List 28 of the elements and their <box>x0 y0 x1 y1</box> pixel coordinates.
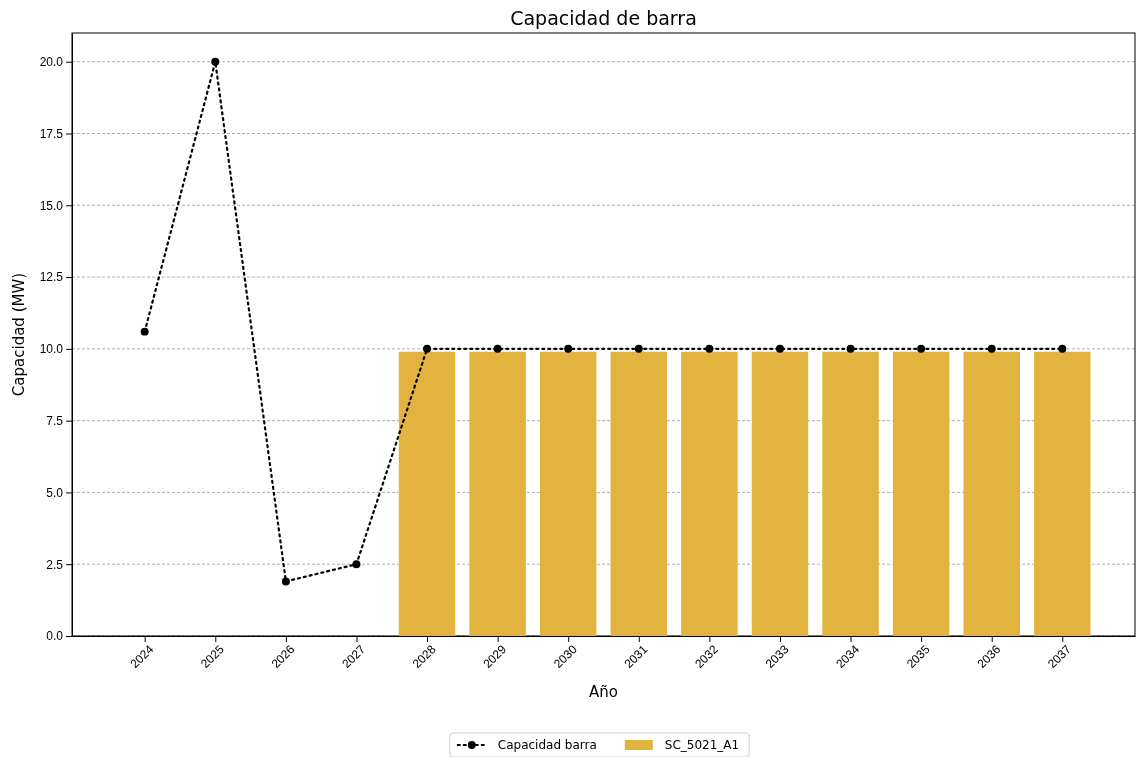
point <box>423 344 432 353</box>
point <box>634 344 643 353</box>
y-tick-label: 10.0 <box>39 342 64 357</box>
point <box>564 344 573 353</box>
y-tick-label: 5.0 <box>46 485 64 500</box>
y-tick-label: 17.5 <box>39 126 64 141</box>
y-tick-label: 0.0 <box>46 629 64 644</box>
point <box>846 344 855 353</box>
y-tick-label: 12.5 <box>39 270 64 285</box>
point <box>140 327 149 336</box>
point <box>1058 344 1067 353</box>
point <box>493 344 502 353</box>
point <box>775 344 784 353</box>
chart-title: Capacidad de barra <box>510 7 697 29</box>
point <box>211 57 220 66</box>
legend-label: Capacidad barra <box>497 738 597 753</box>
y-tick-label: 7.5 <box>46 413 64 428</box>
point <box>281 577 290 586</box>
legend-label: SC_5021_A1 <box>664 738 740 753</box>
point <box>705 344 714 353</box>
y-tick-label: 2.5 <box>46 557 64 572</box>
point <box>352 560 361 569</box>
point <box>917 344 926 353</box>
point <box>987 344 996 353</box>
y-tick-label: 20.0 <box>39 55 64 70</box>
x-axis-title: Año <box>589 683 618 701</box>
y-axis-title: Capacidad (MW) <box>10 272 28 397</box>
y-tick-label: 15.0 <box>39 198 64 213</box>
